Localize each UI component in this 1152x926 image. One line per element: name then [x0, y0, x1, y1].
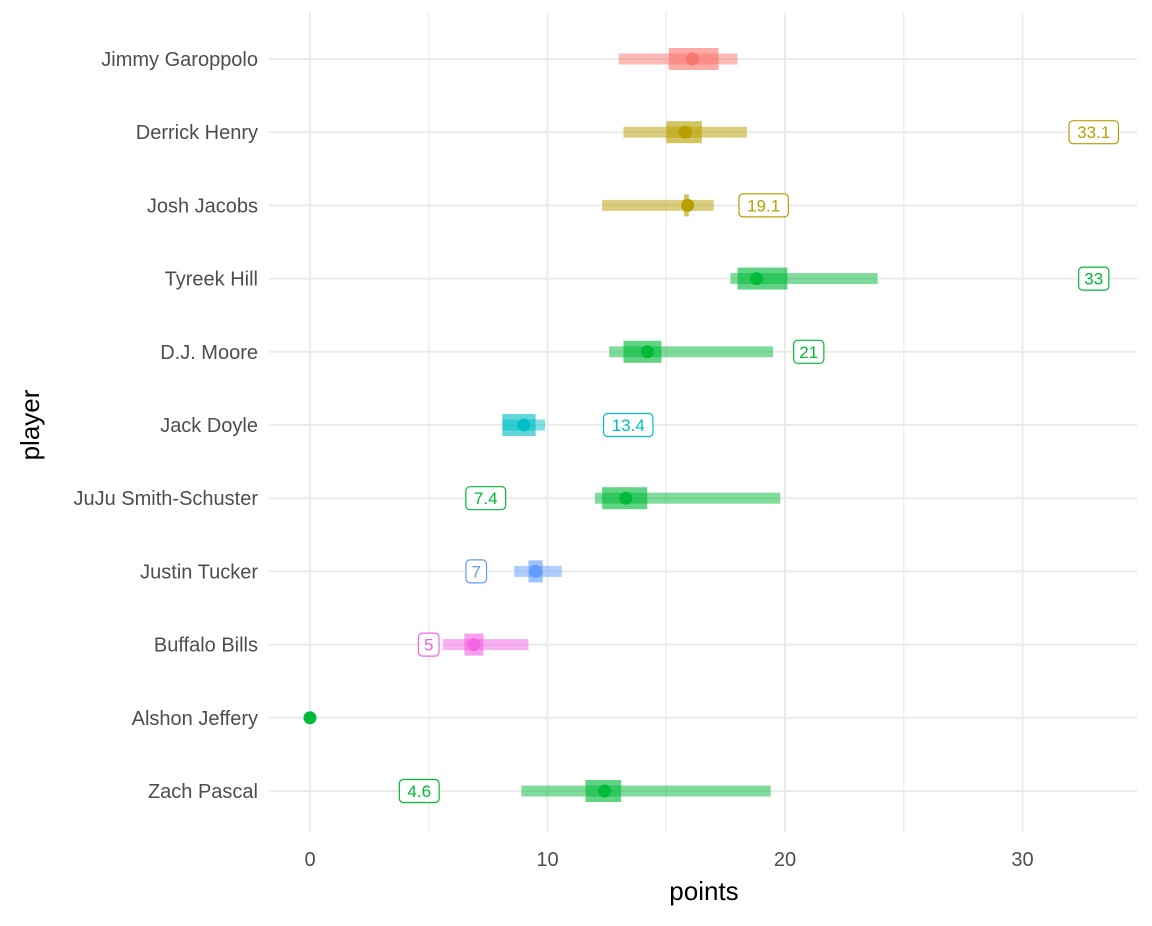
y-tick-label: Derrick Henry: [136, 122, 258, 144]
annotation-text: 33.1: [1077, 123, 1110, 142]
annotation-text: 5: [424, 636, 433, 655]
annotation-box: [417, 632, 440, 657]
point-estimate: [681, 198, 695, 212]
wide-interval-bar: [609, 346, 774, 358]
annotation-text: 4.6: [407, 782, 431, 801]
x-tick-label: 10: [536, 849, 558, 871]
point-estimate: [529, 564, 543, 578]
y-tick-label: Buffalo Bills: [154, 635, 258, 657]
player-interval: 5: [417, 632, 529, 657]
x-tick-label: 0: [304, 849, 315, 871]
player-interval: 33: [730, 266, 1110, 291]
wide-interval-bar: [595, 492, 781, 504]
y-tick-label: Justin Tucker: [140, 561, 258, 583]
player-interval: 19.1: [602, 193, 789, 218]
annotation-label: 33: [1078, 266, 1110, 291]
y-tick-label: Jack Doyle: [160, 415, 258, 437]
annotation-label: 19.1: [738, 193, 789, 218]
player-interval: [618, 48, 738, 70]
x-tick-label: 30: [1011, 849, 1033, 871]
annotation-text: 21: [799, 343, 818, 362]
wide-interval-bar: [521, 785, 771, 797]
x-axis-title: points: [669, 876, 738, 906]
annotation-label: 5: [417, 632, 440, 657]
y-tick-label: Jimmy Garoppolo: [101, 49, 258, 71]
player-interval: 21: [609, 339, 825, 364]
annotation-label: 7: [465, 559, 488, 584]
player-interval: 7.4: [465, 486, 781, 511]
annotation-text: 13.4: [612, 416, 645, 435]
annotation-label: 13.4: [602, 412, 654, 438]
wide-interval-bar: [730, 273, 878, 285]
point-estimate: [678, 125, 692, 139]
player-interval: 33.1: [623, 120, 1120, 145]
annotation-box: [602, 412, 654, 438]
player-interval: 13.4: [502, 412, 654, 438]
wide-interval-bar: [443, 639, 529, 651]
player-interval: 4.6: [398, 778, 771, 804]
annotation-text: 7: [472, 562, 481, 581]
annotation-text: 19.1: [747, 196, 780, 215]
point-estimate: [685, 52, 699, 66]
player-interval: 7: [465, 559, 562, 584]
y-tick-label: Zach Pascal: [148, 781, 258, 803]
annotation-box: [738, 193, 789, 218]
point-estimate: [303, 711, 317, 725]
y-tick-label: Tyreek Hill: [165, 269, 258, 291]
player-interval: [303, 711, 317, 725]
annotation-label: 33.1: [1068, 120, 1120, 145]
annotation-box: [793, 339, 825, 364]
annotation-label: 4.6: [398, 778, 440, 804]
annotation-box: [1068, 120, 1120, 145]
point-estimate: [640, 345, 654, 359]
point-estimate: [467, 638, 481, 652]
interval-marks: 33.1 19.1 33 21 13.4 7.4 7 5 4.6: [303, 48, 1120, 804]
annotation-text: 33: [1084, 270, 1103, 289]
point-estimate: [598, 784, 611, 798]
point-estimate: [517, 418, 531, 432]
y-tick-label: D.J. Moore: [160, 342, 258, 364]
annotation-label: 7.4: [465, 486, 507, 511]
annotation-text: 7.4: [474, 489, 498, 508]
annotation-label: 21: [793, 339, 825, 364]
point-estimate: [619, 491, 633, 505]
point-estimate: [750, 272, 763, 286]
y-tick-label: Josh Jacobs: [147, 195, 258, 217]
y-tick-label: JuJu Smith-Schuster: [73, 488, 258, 510]
tick-labels: 0 10 20 30 Jimmy Garoppolo Derrick Henry Josh …: [73, 49, 1033, 871]
y-axis-title: player: [15, 389, 45, 460]
y-tick-label: Alshon Jeffery: [132, 708, 258, 730]
wide-interval-bar: [602, 199, 714, 211]
x-tick-label: 20: [774, 849, 796, 871]
annotation-box: [465, 486, 507, 511]
annotation-box: [1078, 266, 1110, 291]
annotation-box: [398, 778, 440, 804]
annotation-box: [465, 559, 488, 584]
